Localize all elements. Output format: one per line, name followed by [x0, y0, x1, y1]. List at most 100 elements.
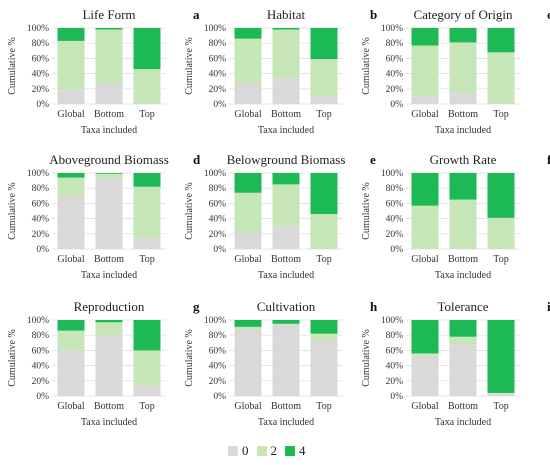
y-tick-label: 60% [386, 346, 404, 356]
bar-segment-0 [95, 178, 123, 249]
bar-segment-4 [310, 320, 338, 334]
y-tick-label: 80% [209, 184, 227, 194]
x-axis-label: Taxa included [435, 417, 491, 428]
x-tick-label: Top [139, 109, 154, 120]
bar-segment-2 [95, 322, 123, 336]
x-tick-label: Top [139, 401, 154, 412]
bar-segment-4 [310, 28, 338, 60]
x-tick-label: Top [493, 401, 508, 412]
bar-segment-2 [449, 42, 477, 93]
y-tick-label: 60% [386, 199, 404, 209]
panel-letter: c [547, 7, 550, 22]
y-tick-label: 100% [204, 316, 226, 326]
chart-panel-c: Category of Origin c 0% 20% 40% 60% 80% 100% Cum… [361, 7, 550, 136]
y-tick-label: 40% [209, 70, 227, 80]
bar-segment-2 [411, 205, 439, 249]
y-axis-label: Cumulative % [361, 182, 372, 240]
y-axis-label: Cumulative % [7, 329, 18, 387]
legend-label-0: 0 [242, 443, 249, 458]
y-tick-label: 40% [32, 70, 50, 80]
x-tick-label: Bottom [94, 254, 124, 265]
bar-segment-4 [234, 173, 262, 193]
x-tick-label: Bottom [271, 109, 301, 120]
bar-segment-4 [449, 173, 477, 200]
y-tick-label: 60% [209, 199, 227, 209]
y-tick-label: 0% [213, 392, 226, 402]
y-tick-label: 100% [27, 24, 49, 34]
bar-segment-4 [57, 173, 85, 178]
y-tick-label: 40% [32, 215, 50, 225]
bar-segment-0 [449, 344, 477, 396]
bar-segment-4 [133, 173, 161, 187]
bar-segment-2 [487, 217, 515, 249]
y-tick-label: 80% [209, 331, 227, 341]
x-tick-label: Top [316, 401, 331, 412]
bar-segment-0 [272, 324, 300, 396]
legend-swatch-0 [228, 446, 238, 456]
y-tick-label: 60% [209, 54, 227, 64]
y-tick-label: 0% [36, 392, 49, 402]
legend-item-2: 2 [256, 443, 278, 459]
legend-item-4: 4 [285, 443, 306, 459]
bar-segment-2 [95, 29, 123, 84]
x-tick-label: Bottom [271, 401, 301, 412]
x-tick-label: Top [316, 254, 331, 265]
bar-segment-0 [57, 195, 85, 249]
bar-segment-2 [57, 40, 85, 91]
bar-segment-2 [310, 59, 338, 97]
x-tick-label: Top [493, 109, 508, 120]
legend-label-2: 2 [270, 443, 278, 458]
bar-segment-2 [411, 45, 439, 97]
x-tick-label: Global [234, 109, 261, 120]
bar-segment-2 [234, 38, 262, 84]
chart-title: Habitat [267, 7, 306, 22]
panel-letter: i [547, 299, 550, 314]
x-tick-label: Bottom [271, 254, 301, 265]
bar-segment-2 [272, 323, 300, 325]
bar-segment-2 [487, 392, 515, 394]
bar-segment-4 [411, 28, 439, 46]
x-tick-label: Global [411, 401, 438, 412]
legend: 0 2 4 [228, 442, 314, 460]
y-tick-label: 20% [32, 230, 50, 240]
bar-segment-4 [272, 173, 300, 185]
chart-panel-f: Growth Rate f 0% 20% 40% 60% 80% 100% Cumulative… [361, 152, 550, 281]
y-tick-label: 60% [32, 199, 50, 209]
y-tick-label: 20% [32, 85, 50, 95]
bar-segment-4 [133, 320, 161, 351]
y-tick-label: 60% [386, 54, 404, 64]
bar-segment-4 [57, 320, 85, 331]
bar-segment-2 [411, 353, 439, 356]
y-tick-label: 0% [390, 100, 403, 110]
x-axis-label: Taxa included [258, 270, 314, 281]
y-axis-label: Cumulative % [361, 37, 372, 95]
bar-segment-2 [272, 29, 300, 78]
y-tick-label: 40% [32, 362, 50, 372]
bar-segment-0 [310, 96, 338, 104]
y-tick-label: 40% [386, 362, 404, 372]
bar-segment-0 [234, 83, 262, 104]
panel-letter: h [370, 299, 378, 314]
bar-segment-0 [234, 328, 262, 396]
x-axis-label: Taxa included [81, 417, 137, 428]
legend-label-4: 4 [299, 443, 306, 458]
panel-letter: a [193, 7, 200, 22]
bar-segment-0 [95, 83, 123, 104]
bar-segment-2 [310, 214, 338, 249]
chart-title: Category of Origin [414, 7, 513, 22]
bar-segment-4 [272, 28, 300, 30]
bar-segment-4 [411, 320, 439, 354]
y-tick-label: 100% [381, 316, 403, 326]
bar-segment-0 [57, 349, 85, 396]
y-axis-label: Cumulative % [361, 329, 372, 387]
y-tick-label: 100% [27, 169, 49, 179]
y-tick-label: 0% [36, 100, 49, 110]
x-tick-label: Global [234, 401, 261, 412]
legend-swatch-2 [256, 446, 267, 456]
chart-title: Tolerance [437, 299, 488, 314]
y-axis-label: Cumulative % [184, 329, 195, 387]
y-tick-label: 0% [213, 245, 226, 255]
y-tick-label: 20% [209, 377, 227, 387]
y-tick-label: 60% [32, 346, 50, 356]
